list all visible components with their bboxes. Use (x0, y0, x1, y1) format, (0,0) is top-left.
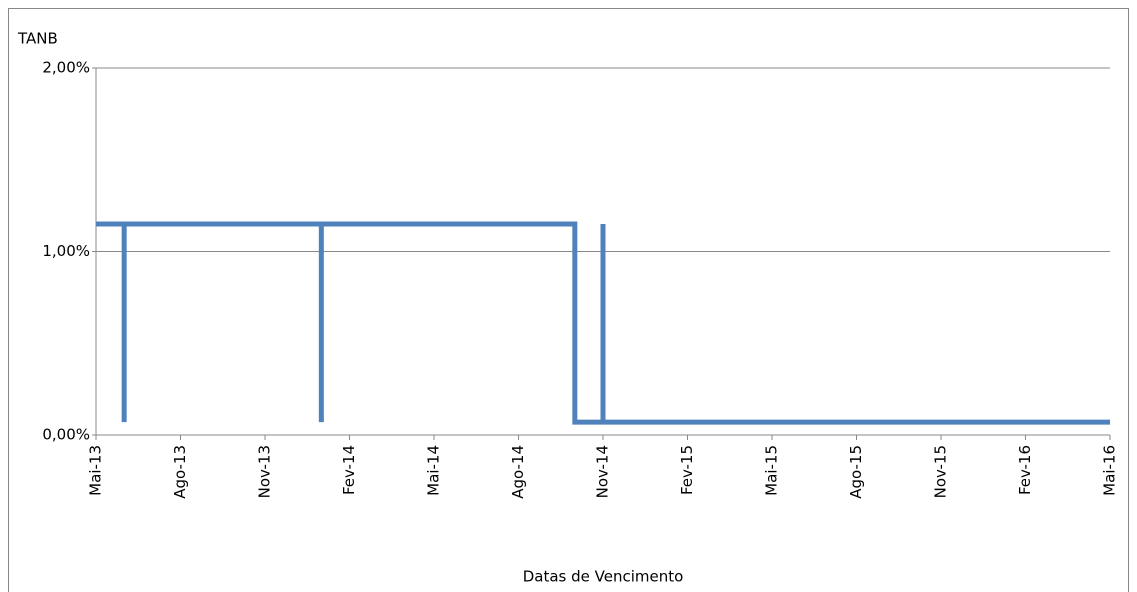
x-tick-label: Ago-13 (171, 445, 189, 499)
data-line (96, 221, 1110, 425)
x-tick-label: Fev-14 (340, 445, 358, 495)
y-axis-title: TANB (17, 30, 58, 48)
x-tick-label: Mai-14 (425, 445, 443, 496)
x-tick-label: Nov-13 (256, 445, 274, 498)
x-tick-label: Mai-16 (1101, 445, 1119, 496)
y-tick-label: 2,00% (42, 59, 90, 77)
x-tick-label: Mai-13 (87, 445, 105, 496)
x-tick-label: Ago-15 (847, 445, 865, 499)
x-tick-label: Fev-16 (1016, 445, 1034, 495)
x-tick-label: Mai-15 (763, 445, 781, 496)
x-tick-label: Nov-14 (594, 445, 612, 498)
chart-frame (8, 8, 1129, 592)
y-tick-label: 1,00% (42, 242, 90, 260)
x-axis-title: Datas de Vencimento (523, 568, 684, 586)
x-tick-label: Ago-14 (509, 445, 527, 499)
x-tick-label: Fev-15 (678, 445, 696, 495)
x-tick-label: Nov-15 (932, 445, 950, 498)
y-tick-label: 0,00% (42, 426, 90, 444)
